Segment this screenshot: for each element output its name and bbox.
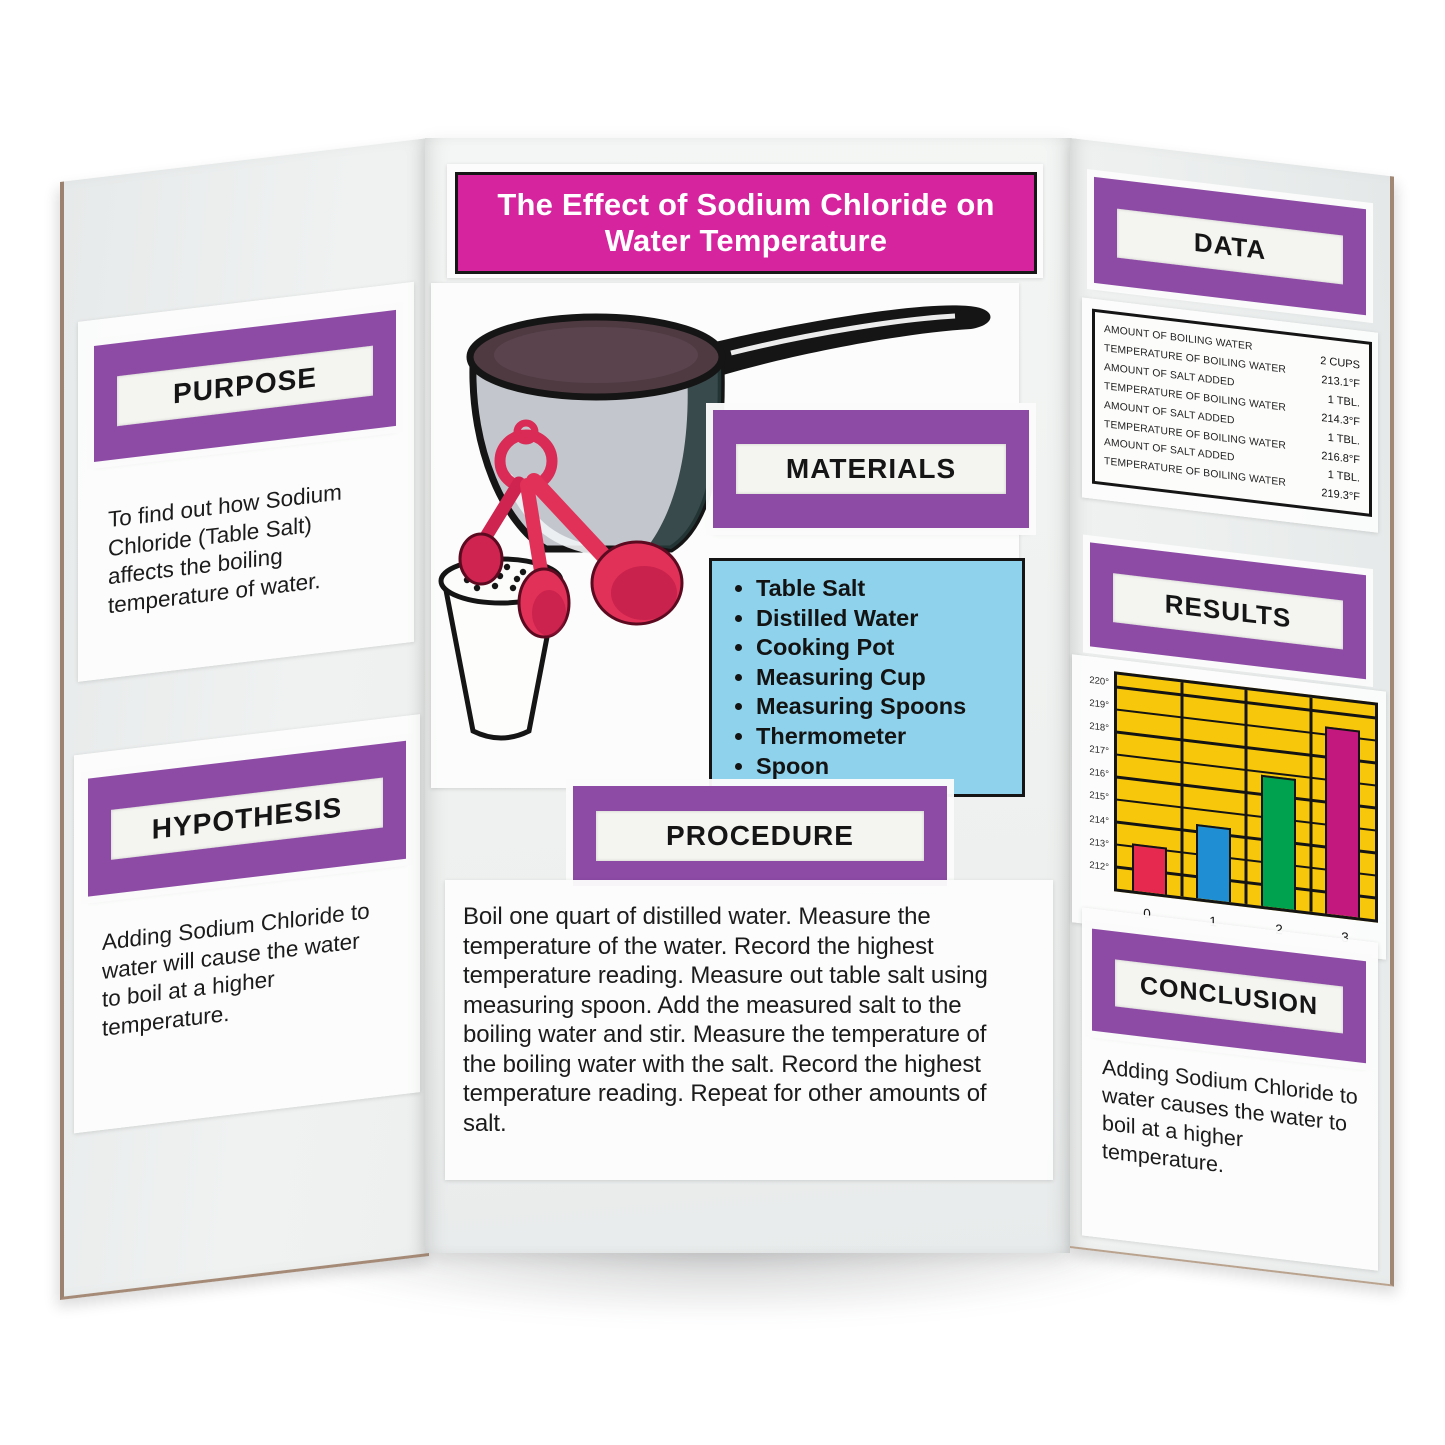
results-heading: RESULTS <box>1113 572 1343 650</box>
procedure-text: Boil one quart of distilled water. Measu… <box>463 903 988 1137</box>
chart-plot-area <box>1114 671 1378 923</box>
conclusion-heading: CONCLUSION <box>1115 958 1343 1034</box>
center-panel: The Effect of Sodium Chloride on Water T… <box>425 138 1070 1253</box>
chart-bar-2 <box>1260 775 1296 910</box>
materials-item: Spoon <box>756 752 1016 782</box>
procedure-heading: PROCEDURE <box>596 811 924 861</box>
chart-y-tick: 213° <box>1089 836 1109 850</box>
left-panel: PURPOSE To find out how Sodium Chloride … <box>60 138 429 1301</box>
chart-y-tick: 220° <box>1089 674 1109 688</box>
data-heading: DATA <box>1117 208 1343 285</box>
materials-heading: MATERIALS <box>736 444 1006 494</box>
results-header: RESULTS <box>1090 542 1366 680</box>
materials-item: Distilled Water <box>756 604 1016 634</box>
chart-y-tick: 215° <box>1089 790 1109 804</box>
chart-bar-3 <box>1325 726 1361 918</box>
materials-item: Cooking Pot <box>756 633 1016 663</box>
chart-y-tick: 219° <box>1089 697 1109 711</box>
chart-column-divider <box>1309 697 1312 912</box>
purpose-heading: PURPOSE <box>117 345 373 427</box>
poster-title-banner: The Effect of Sodium Chloride on Water T… <box>455 172 1037 274</box>
procedure-sheet <box>445 880 1053 1180</box>
hypothesis-heading: HYPOTHESIS <box>111 777 383 860</box>
chart-y-tick: 214° <box>1089 813 1109 827</box>
measuring-spoons-icon <box>458 419 684 639</box>
materials-item: Measuring Cup <box>756 663 1016 693</box>
procedure-header: PROCEDURE <box>573 786 947 886</box>
materials-header: MATERIALS <box>713 410 1029 528</box>
cookware-illustration <box>438 305 991 741</box>
chart-y-tick: 212° <box>1089 859 1109 873</box>
chart-y-tick: 217° <box>1089 743 1109 758</box>
data-row-value: 219.3°F <box>1321 487 1360 504</box>
pot-handle-icon <box>691 305 991 375</box>
chart-column-divider <box>1244 689 1248 905</box>
right-panel: DATA AMOUNT OF BOILING WATER 2 CUPS TEMP… <box>1070 138 1394 1287</box>
data-table: AMOUNT OF BOILING WATER 2 CUPS TEMPERATU… <box>1092 308 1372 518</box>
chart-column-divider <box>1180 682 1183 897</box>
materials-list: Table SaltDistilled WaterCooking PotMeas… <box>716 574 1016 781</box>
data-header: DATA <box>1094 176 1366 316</box>
tri-fold-board: PURPOSE To find out how Sodium Chloride … <box>60 138 1394 1301</box>
chart-bar-0 <box>1131 843 1167 895</box>
title-line-2: Water Temperature <box>604 223 888 258</box>
materials-list-box: Table SaltDistilled WaterCooking PotMeas… <box>709 558 1025 798</box>
materials-item: Measuring Spoons <box>756 692 1016 722</box>
title-line-1: The Effect of Sodium Chloride on <box>497 186 995 222</box>
materials-item: Thermometer <box>756 722 1016 752</box>
chart-y-tick: 216° <box>1089 767 1109 781</box>
cooking-pot-icon <box>466 313 726 556</box>
chart-y-axis: 220° 219° 218° 217° 216° 215° 214° 213° 212° <box>1078 667 1114 891</box>
chart-y-tick: 218° <box>1089 720 1109 735</box>
materials-item: Table Salt <box>756 574 1016 604</box>
chart-bar-1 <box>1196 823 1232 903</box>
